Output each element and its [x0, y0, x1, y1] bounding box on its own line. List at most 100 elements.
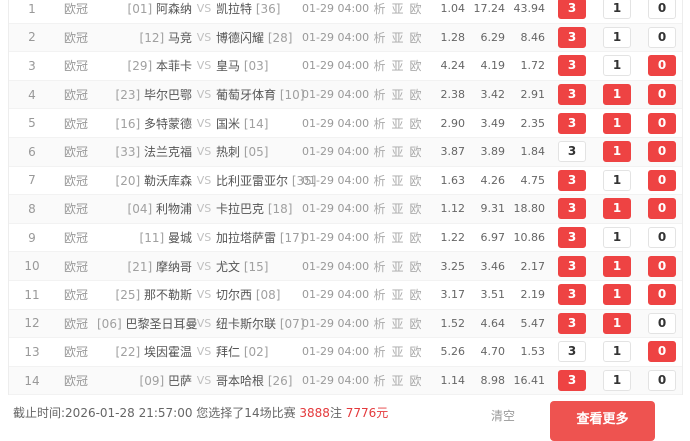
pick-0-button[interactable]: 0 — [648, 370, 676, 392]
analysis-link[interactable]: 析 — [373, 259, 386, 274]
pick-1-button[interactable]: 1 — [603, 370, 631, 392]
pick-0-button[interactable]: 0 — [648, 284, 676, 306]
pick-0-button[interactable]: 0 — [648, 141, 676, 163]
pick-3-button[interactable]: 3 — [558, 227, 586, 249]
odds-draw: 4.70 — [480, 345, 506, 359]
asia-odds-link[interactable]: 亚 — [391, 2, 404, 17]
pick-3-button[interactable]: 3 — [558, 84, 586, 106]
pick-3-button[interactable]: 3 — [558, 26, 586, 48]
pick-3-button[interactable]: 3 — [558, 0, 586, 20]
analysis-link[interactable]: 析 — [373, 345, 386, 360]
pick-0-button[interactable]: 0 — [648, 198, 676, 220]
europe-odds-link[interactable]: 欧 — [409, 2, 422, 17]
europe-odds-link[interactable]: 欧 — [409, 316, 422, 331]
pick-0-button[interactable]: 0 — [648, 55, 676, 77]
analysis-link[interactable]: 析 — [373, 374, 386, 389]
pick-1-button[interactable]: 1 — [603, 341, 631, 363]
analysis-link[interactable]: 析 — [373, 30, 386, 45]
pick-0-button[interactable]: 0 — [648, 26, 676, 48]
home-team: [04] 利物浦 — [97, 200, 192, 217]
asia-odds-link[interactable]: 亚 — [391, 374, 404, 389]
asia-odds-link[interactable]: 亚 — [391, 88, 404, 103]
analysis-link[interactable]: 析 — [373, 88, 386, 103]
analysis-link[interactable]: 析 — [373, 173, 386, 188]
pick-1-button[interactable]: 1 — [603, 141, 631, 163]
analysis-link[interactable]: 析 — [373, 145, 386, 160]
pick-3-button[interactable]: 3 — [558, 55, 586, 77]
pick-1-button[interactable]: 1 — [603, 84, 631, 106]
pick-1-button[interactable]: 1 — [603, 227, 631, 249]
pick-buttons: 3 1 0 — [558, 198, 676, 220]
away-team-name: 尤文 — [216, 259, 241, 274]
pick-3-button[interactable]: 3 — [558, 141, 586, 163]
pick-0-button[interactable]: 0 — [648, 227, 676, 249]
asia-odds-link[interactable]: 亚 — [391, 259, 404, 274]
europe-odds-link[interactable]: 欧 — [409, 345, 422, 360]
clear-selection-link[interactable]: 清空 — [491, 409, 516, 423]
asia-odds-link[interactable]: 亚 — [391, 30, 404, 45]
analysis-link[interactable]: 析 — [373, 288, 386, 303]
pick-1-button[interactable]: 1 — [603, 198, 631, 220]
europe-odds-link[interactable]: 欧 — [409, 202, 422, 217]
europe-odds-link[interactable]: 欧 — [409, 231, 422, 246]
pick-3-button[interactable]: 3 — [558, 370, 586, 392]
pick-buttons: 3 1 0 — [558, 55, 676, 77]
pick-3-button[interactable]: 3 — [558, 312, 586, 334]
europe-odds-link[interactable]: 欧 — [409, 88, 422, 103]
pick-0-button[interactable]: 0 — [648, 255, 676, 277]
pick-0-button[interactable]: 0 — [648, 112, 676, 134]
pick-0-button[interactable]: 0 — [648, 84, 676, 106]
europe-odds-link[interactable]: 欧 — [409, 145, 422, 160]
analysis-link[interactable]: 析 — [373, 202, 386, 217]
europe-odds-link[interactable]: 欧 — [409, 173, 422, 188]
home-team-number: [20] — [115, 173, 141, 188]
bets-unit: 注 — [329, 406, 346, 420]
pick-3-button[interactable]: 3 — [558, 284, 586, 306]
league-label: 欧冠 — [63, 231, 88, 246]
analysis-link[interactable]: 析 — [373, 59, 386, 74]
asia-odds-link[interactable]: 亚 — [391, 231, 404, 246]
europe-odds-link[interactable]: 欧 — [409, 259, 422, 274]
odds-win: 4.24 — [440, 59, 466, 73]
view-more-button[interactable]: 查看更多 — [550, 401, 655, 441]
home-team-number: [12] — [139, 30, 165, 45]
asia-odds-link[interactable]: 亚 — [391, 288, 404, 303]
europe-odds-link[interactable]: 欧 — [409, 116, 422, 131]
pick-0-button[interactable]: 0 — [648, 341, 676, 363]
asia-odds-link[interactable]: 亚 — [391, 145, 404, 160]
europe-odds-link[interactable]: 欧 — [409, 30, 422, 45]
pick-3-button[interactable]: 3 — [558, 341, 586, 363]
pick-1-button[interactable]: 1 — [603, 284, 631, 306]
europe-odds-link[interactable]: 欧 — [409, 59, 422, 74]
pick-3-button[interactable]: 3 — [558, 255, 586, 277]
asia-odds-link[interactable]: 亚 — [391, 345, 404, 360]
odds-draw: 6.97 — [480, 231, 506, 245]
europe-odds-link[interactable]: 欧 — [409, 288, 422, 303]
pick-0-button[interactable]: 0 — [648, 0, 676, 20]
home-team: [29] 本菲卡 — [97, 57, 192, 74]
pick-0-button[interactable]: 0 — [648, 312, 676, 334]
pick-0-button[interactable]: 0 — [648, 169, 676, 191]
pick-1-button[interactable]: 1 — [603, 169, 631, 191]
pick-1-button[interactable]: 1 — [603, 312, 631, 334]
pick-3-button[interactable]: 3 — [558, 169, 586, 191]
odds-lose: 18.80 — [513, 202, 546, 216]
home-team-name: 那不勒斯 — [143, 288, 192, 303]
pick-1-button[interactable]: 1 — [603, 255, 631, 277]
pick-3-button[interactable]: 3 — [558, 198, 586, 220]
analysis-link[interactable]: 析 — [373, 231, 386, 246]
analysis-link[interactable]: 析 — [373, 116, 386, 131]
pick-1-button[interactable]: 1 — [603, 55, 631, 77]
europe-odds-link[interactable]: 欧 — [409, 374, 422, 389]
asia-odds-link[interactable]: 亚 — [391, 59, 404, 74]
pick-3-button[interactable]: 3 — [558, 112, 586, 134]
analysis-link[interactable]: 析 — [373, 316, 386, 331]
analysis-link[interactable]: 析 — [373, 2, 386, 17]
asia-odds-link[interactable]: 亚 — [391, 173, 404, 188]
asia-odds-link[interactable]: 亚 — [391, 116, 404, 131]
asia-odds-link[interactable]: 亚 — [391, 316, 404, 331]
pick-1-button[interactable]: 1 — [603, 112, 631, 134]
pick-1-button[interactable]: 1 — [603, 0, 631, 20]
pick-1-button[interactable]: 1 — [603, 26, 631, 48]
asia-odds-link[interactable]: 亚 — [391, 202, 404, 217]
